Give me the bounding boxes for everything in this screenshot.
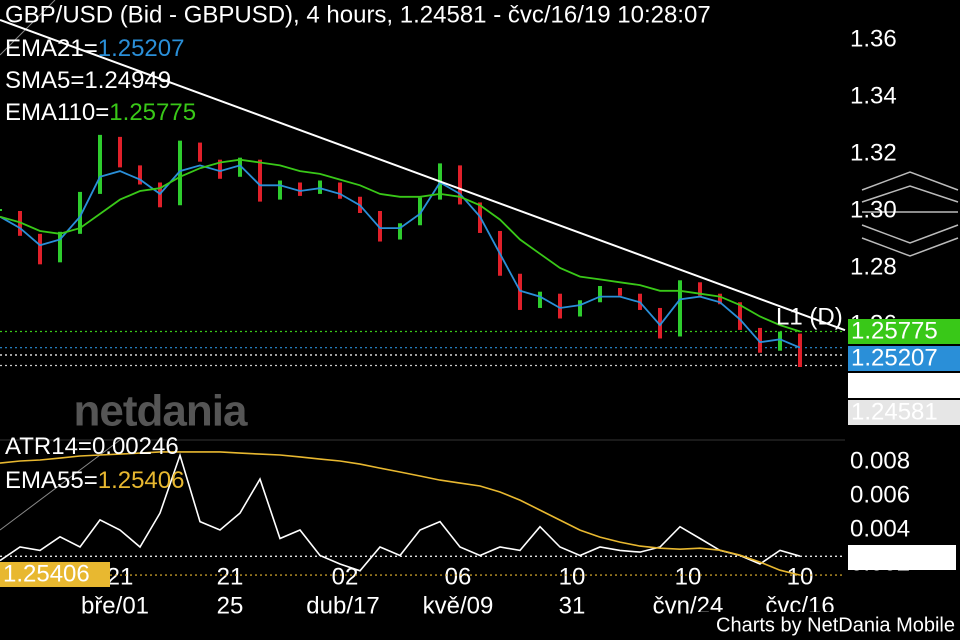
legend-entry: EMA110=1.25775 bbox=[5, 99, 196, 126]
price-tag-label: 1.24949 bbox=[851, 371, 938, 398]
legend-name: EMA110= bbox=[5, 99, 109, 126]
legend-name: EMA21= bbox=[5, 35, 98, 62]
chart-title: GBP/USD (Bid - GBPUSD), 4 hours, 1.24581… bbox=[5, 1, 711, 28]
legend-value: 1.25207 bbox=[98, 35, 185, 62]
x-tick-label: 21 bbox=[107, 563, 134, 590]
legend-value: 1.24949 bbox=[84, 67, 171, 94]
y-tick-label: 1.32 bbox=[850, 139, 897, 166]
x-tick-label: 02 bbox=[332, 563, 359, 590]
x-date-label: 25 bbox=[217, 592, 244, 619]
price-tag bbox=[848, 545, 956, 570]
x-tick-label: 21 bbox=[217, 563, 244, 590]
lower-indicator-line bbox=[0, 452, 801, 572]
x-date-label: dub/17 bbox=[306, 592, 379, 619]
y-tick-label: 1.36 bbox=[850, 25, 897, 52]
x-tick-label: 10 bbox=[787, 563, 814, 590]
price-tag-label: 0.00246 bbox=[851, 543, 938, 570]
legend-value: 1.25775 bbox=[109, 99, 196, 126]
lower-indicator-line bbox=[0, 451, 801, 576]
y-tick-label: 1.28 bbox=[850, 253, 897, 280]
price-tag-label: 1.25207 bbox=[851, 344, 938, 371]
legend-name: ATR14= bbox=[5, 433, 92, 460]
lower-y-tick-label: 0.004 bbox=[850, 515, 910, 542]
price-tag bbox=[848, 373, 960, 398]
legend-value: 1.25406 bbox=[98, 467, 185, 494]
y-tick-label: 1.34 bbox=[850, 82, 897, 109]
footer-bg bbox=[695, 612, 960, 640]
x-date-label: kvě/09 bbox=[423, 592, 494, 619]
resize-corner bbox=[0, 0, 56, 56]
footer: Charts by NetDania Mobile bbox=[716, 614, 955, 636]
x-tick-label: 06 bbox=[445, 563, 472, 590]
lower-y-tick-label: 0.008 bbox=[850, 447, 910, 474]
indicator-line bbox=[0, 158, 801, 333]
price-tag-label: 1.25406 bbox=[3, 560, 90, 587]
legend-value: 0.00246 bbox=[92, 433, 179, 460]
legend-name: SMA5= bbox=[5, 67, 84, 94]
price-tag-label: 1.25775 bbox=[851, 317, 938, 344]
x-date-label: 31 bbox=[559, 592, 586, 619]
price-tag bbox=[0, 562, 110, 587]
x-date-label: bře/01 bbox=[81, 592, 149, 619]
x-tick-label: 10 bbox=[675, 563, 702, 590]
y-tick-label: 1.30 bbox=[850, 196, 897, 223]
price-tag bbox=[848, 319, 960, 344]
trendline-label: L1 (D) bbox=[776, 303, 843, 330]
legend-name: EMA55= bbox=[5, 467, 98, 494]
price-tag bbox=[848, 400, 960, 425]
price-tag bbox=[848, 346, 960, 371]
watermark: netdania bbox=[74, 387, 248, 436]
price-tag-label: 1.24581 bbox=[851, 398, 938, 425]
x-tick-label: 10 bbox=[559, 563, 586, 590]
trendline bbox=[0, 19, 846, 332]
legend-entry: EMA21=1.25207 bbox=[5, 35, 184, 62]
scroll-widget[interactable] bbox=[861, 171, 959, 257]
legend-entry: ATR14=0.00246 bbox=[5, 433, 179, 460]
indicator-line bbox=[0, 164, 801, 349]
legend-entry: EMA55=1.25406 bbox=[5, 467, 184, 494]
lower-y-tick-label: 0.006 bbox=[850, 481, 910, 508]
legend-entry: SMA5=1.24949 bbox=[5, 67, 171, 94]
